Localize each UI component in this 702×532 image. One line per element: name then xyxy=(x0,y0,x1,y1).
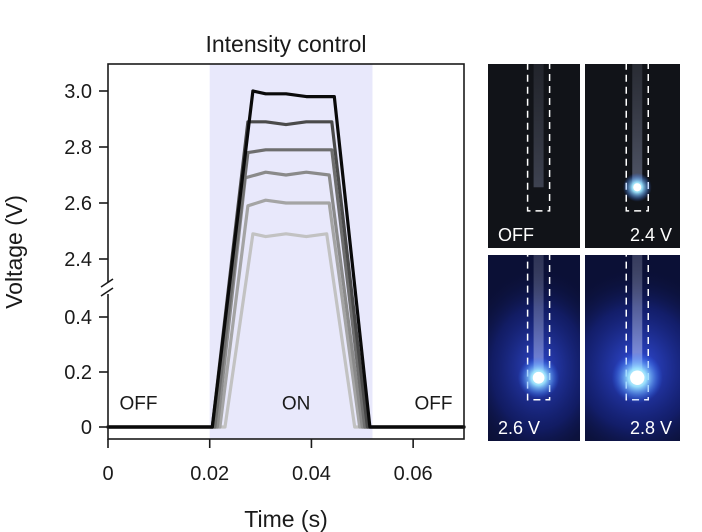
fiber-strand xyxy=(533,255,544,378)
y-tick-label-upper-3: 3.0 xyxy=(64,81,92,103)
region-label-0: OFF xyxy=(120,393,158,414)
photo-content-4 xyxy=(585,255,680,441)
photo-panel-1: OFF xyxy=(488,64,580,248)
photo-content-2 xyxy=(585,64,680,248)
y-tick-label-upper-1: 2.6 xyxy=(64,193,92,215)
photo-panel-3: 2.6 V xyxy=(488,255,580,441)
axis-break-mark-1 xyxy=(100,278,114,288)
x-tick-label-1: 0.02 xyxy=(190,463,229,485)
region-label-1: ON xyxy=(282,393,311,414)
region-labels: OFF ON OFF xyxy=(120,393,453,414)
fiber-strand xyxy=(632,255,643,378)
region-label-2: OFF xyxy=(414,393,452,414)
fiber-strand xyxy=(632,64,643,188)
fiber-strand xyxy=(533,64,544,188)
photo-label-3: 2.6 V xyxy=(498,418,540,438)
photo-label-4: 2.8 V xyxy=(630,418,672,438)
fiber-outline-dashed xyxy=(526,255,551,401)
axis-break-mark-2 xyxy=(100,287,114,297)
photo-panel-2: 2.4 V xyxy=(585,64,680,248)
x-tick-label-0: 0 xyxy=(102,463,113,485)
plot-frame xyxy=(107,63,465,440)
photo-label-1: OFF xyxy=(498,225,534,245)
y-tick-label-upper-0: 2.4 xyxy=(64,249,92,271)
fiber-outline-dashed xyxy=(526,64,551,212)
y-tick-label-upper-2: 2.8 xyxy=(64,137,92,159)
axis-break-marks xyxy=(100,278,114,297)
light-spot-core xyxy=(633,183,642,192)
photo-content-3 xyxy=(488,255,580,441)
ticks-layer: 0 0.02 0.04 0.06 0 0.2 0.4 2.4 2.6 2.8 3.0 xyxy=(64,81,432,485)
photo-panels: OFF 2.4 V 2.6 V 2.8 V xyxy=(488,64,680,441)
y-tick-label-lower-1: 0.2 xyxy=(64,362,92,384)
photo-panel-4: 2.8 V xyxy=(585,255,680,441)
series-layer xyxy=(106,89,466,429)
x-tick-label-2: 0.04 xyxy=(292,463,331,485)
y-tick-label-lower-0: 0 xyxy=(81,417,92,439)
photo-label-2: 2.4 V xyxy=(630,225,672,245)
y-axis-label: Voltage (V) xyxy=(1,195,27,309)
light-spot-core xyxy=(532,371,545,384)
axis-break-gap xyxy=(104,282,112,294)
photo-content-1 xyxy=(488,64,580,248)
y-tick-label-lower-2: 0.4 xyxy=(64,307,92,329)
light-spot-core xyxy=(630,370,645,385)
fiber-outline-dashed xyxy=(625,64,649,212)
x-tick-label-3: 0.06 xyxy=(394,463,433,485)
series-line-6 xyxy=(106,89,466,429)
chart-title: Intensity control xyxy=(205,31,366,57)
x-axis-label: Time (s) xyxy=(244,506,327,532)
